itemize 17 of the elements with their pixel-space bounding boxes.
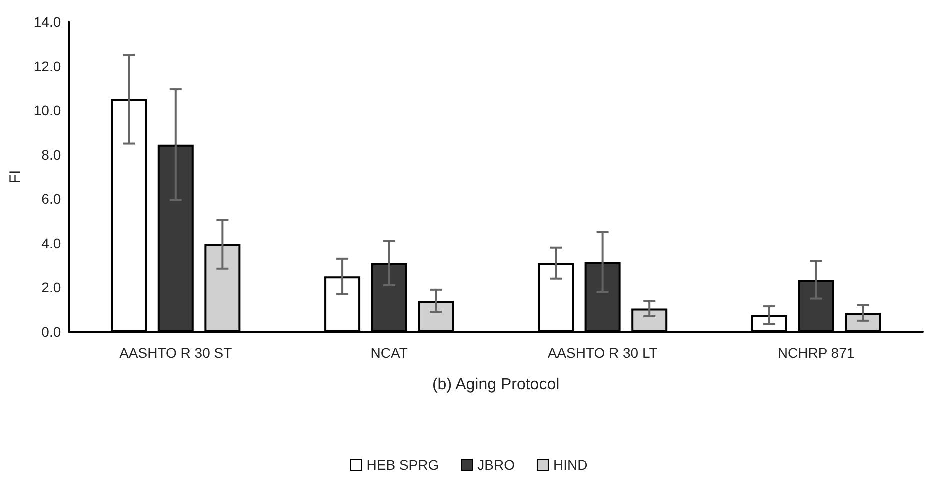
x-tick-label: NCHRP 871 — [778, 345, 855, 361]
legend-label: JBRO — [478, 457, 516, 473]
y-tick-label: 12.0 — [34, 58, 62, 74]
y-tick-label: 4.0 — [42, 235, 62, 252]
legend-label: HEB SPRG — [366, 457, 440, 473]
y-tick-label: 0.0 — [42, 324, 62, 340]
y-tick-label: 14.0 — [34, 14, 62, 30]
y-tick-label: 8.0 — [42, 146, 62, 163]
x-axis-title: (b) Aging Protocol — [432, 376, 560, 394]
x-tick-label: AASHTO R 30 ST — [120, 345, 233, 361]
y-tick-label: 10.0 — [34, 102, 62, 119]
x-tick-label: NCAT — [370, 345, 408, 361]
y-tick-label: 6.0 — [42, 191, 62, 208]
y-tick-label: 2.0 — [42, 280, 62, 296]
legend-label: HIND — [553, 457, 588, 473]
x-tick-label: AASHTO R 30 LT — [548, 345, 658, 361]
y-axis-title: FI — [7, 170, 24, 184]
